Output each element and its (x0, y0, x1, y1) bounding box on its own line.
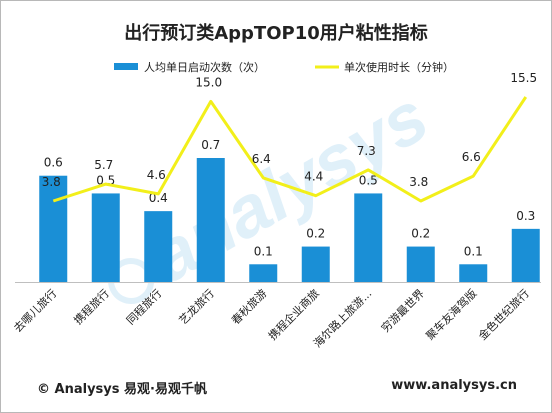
line-value-label: 15.0 (195, 75, 222, 89)
legend-label-line: 单次使用时长（分钟） (344, 60, 454, 74)
bar (249, 264, 278, 282)
bar-value-label: 0.2 (411, 227, 430, 241)
watermark: analysys (108, 77, 441, 304)
line-value-label: 5.7 (94, 158, 113, 172)
category-label: 携程旅行 (71, 286, 112, 327)
bar (511, 228, 540, 282)
line-value-label: 4.6 (147, 168, 166, 182)
legend-swatch-bars (114, 63, 138, 70)
line-value-label: 7.3 (357, 144, 376, 158)
line-value-label: 6.6 (462, 150, 481, 164)
category-label: 聚车友海驾版 (423, 286, 480, 343)
legend-label-bars: 人均单日启动次数（次） (144, 60, 265, 74)
bar (301, 246, 330, 282)
footer-copyright: © Analysys 易观·易观千帆 (37, 382, 207, 397)
bar-value-label: 0.4 (149, 191, 168, 205)
category-label: 穷游最世界 (378, 286, 427, 335)
bar (459, 264, 488, 282)
line-value-label: 6.4 (252, 152, 271, 166)
bar-value-label: 0.1 (464, 244, 483, 258)
bar-value-label: 0.6 (44, 156, 63, 170)
bar (354, 193, 383, 282)
bar-value-label: 0.3 (516, 209, 535, 223)
bar (196, 158, 225, 282)
bar (144, 211, 173, 282)
line-value-label: 3.8 (42, 175, 61, 189)
category-label: 金色世纪旅行 (475, 286, 532, 343)
bar (39, 175, 68, 282)
line-series (52, 96, 528, 203)
chart-title: 出行预订类AppTOP10用户粘性指标 (124, 22, 428, 44)
line-value-label: 3.8 (409, 175, 428, 189)
category-label: 去哪儿旅行 (11, 286, 60, 335)
legend: 人均单日启动次数（次） 单次使用时长（分钟） (114, 60, 454, 74)
category-label: 携程企业商旅 (265, 286, 322, 343)
bar (406, 246, 435, 282)
category-label: 春秋旅游 (228, 286, 269, 327)
footer-url: www.analysys.cn (391, 378, 517, 393)
bar-value-label: 0.2 (306, 227, 325, 241)
bar-value-label: 0.5 (359, 173, 378, 187)
bar (91, 193, 120, 282)
line-value-label: 15.5 (510, 71, 537, 85)
bar-value-label: 0.7 (201, 138, 220, 152)
line-value-label: 4.4 (304, 170, 323, 184)
bar-value-label: 0.1 (254, 244, 273, 258)
